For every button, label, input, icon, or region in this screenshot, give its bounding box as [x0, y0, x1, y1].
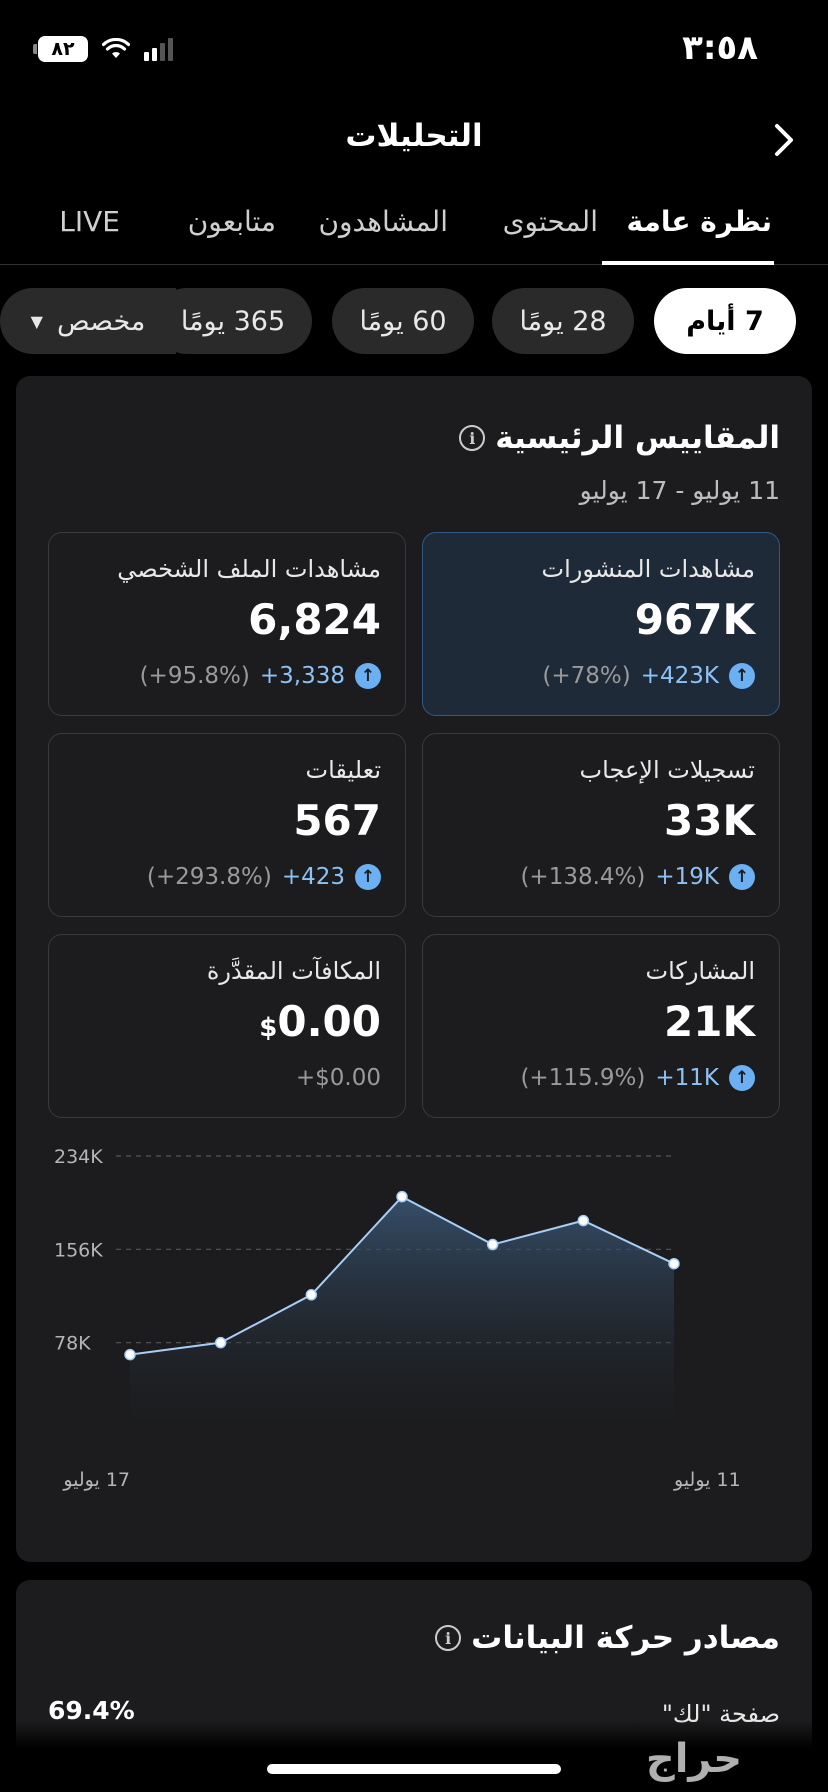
- change-percent: (+293.8%): [146, 864, 272, 890]
- x-tick-label: 17 يوليو: [62, 1469, 130, 1491]
- active-tab-indicator: [602, 261, 774, 265]
- metric-label: تسجيلات الإعجاب: [579, 756, 755, 784]
- data-point: [486, 1238, 499, 1251]
- tab-overview[interactable]: نظرة عامة: [626, 205, 772, 238]
- tab-bar: نظرة عامة المحتوى المشاهدون متابعون LIVE: [0, 185, 828, 265]
- y-tick-label: 156K: [54, 1239, 103, 1261]
- change-absolute: +423K: [640, 663, 719, 689]
- y-tick-label: 234K: [54, 1146, 103, 1168]
- metric-value: 967K: [634, 595, 755, 644]
- currency-symbol: $: [259, 1013, 278, 1043]
- traffic-sources-title-text: مصادر حركة البيانات: [471, 1620, 780, 1656]
- data-point: [577, 1214, 590, 1227]
- y-tick-label: 78K: [54, 1333, 91, 1355]
- chip-label: 28 يومًا: [519, 305, 607, 337]
- home-indicator: [267, 1764, 561, 1774]
- metric-shares[interactable]: المشاركات 21K ↑ +11K (+115.9%): [422, 934, 780, 1118]
- status-time: ٣:٥٨: [682, 28, 758, 68]
- chip-label: 7 أيام: [686, 305, 764, 337]
- metric-change: ↑ +19K (+138.4%): [520, 864, 755, 890]
- page-title: التحليلات: [345, 118, 483, 154]
- header: التحليلات: [0, 100, 828, 180]
- metric-change: ↑ +423K (+78%): [542, 663, 755, 689]
- status-bar: ٣:٥٨ ٨٢: [0, 0, 828, 100]
- metric-label: مشاهدات الملف الشخصي: [117, 555, 381, 583]
- info-icon[interactable]: i: [435, 1625, 462, 1651]
- data-point: [305, 1289, 318, 1301]
- change-percent: (+138.4%): [520, 864, 646, 890]
- metric-change: ↑ +11K (+115.9%): [520, 1065, 755, 1091]
- change-absolute: +3,338: [259, 663, 345, 689]
- metric-likes[interactable]: تسجيلات الإعجاب 33K ↑ +19K (+138.4%): [422, 733, 780, 917]
- arrow-up-icon: ↑: [355, 864, 381, 890]
- traffic-sources-title: مصادر حركة البيانات i: [435, 1620, 780, 1656]
- data-point: [124, 1348, 136, 1361]
- back-button[interactable]: [762, 118, 806, 162]
- key-metrics-card: المقاييس الرئيسية i 11 يوليو - 17 يوليو …: [16, 376, 812, 1562]
- chip-label: 365 يومًا: [180, 305, 286, 337]
- metric-value: 21K: [664, 997, 755, 1046]
- info-icon[interactable]: i: [459, 425, 486, 451]
- key-metrics-title-text: المقاييس الرئيسية: [495, 420, 780, 456]
- chip-60-days[interactable]: 60 يومًا: [332, 288, 474, 354]
- metric-comments[interactable]: تعليقات 567 ↑ +423 (+293.8%): [48, 733, 406, 917]
- metric-estimated-rewards[interactable]: المكافآت المقدَّرة $0.00 +$0.00: [48, 934, 406, 1118]
- x-tick-label: 11 يوليو: [673, 1469, 741, 1491]
- data-point: [214, 1336, 227, 1349]
- date-range: 11 يوليو - 17 يوليو: [579, 476, 780, 505]
- chip-label: مخصص: [56, 305, 146, 337]
- period-selector: 7 أيام 28 يومًا 60 يومًا 365 يومًا مخصص …: [0, 288, 828, 354]
- watermark-logo: حراج: [645, 1736, 743, 1782]
- tab-live[interactable]: LIVE: [59, 205, 120, 238]
- metric-label: مشاهدات المنشورات: [541, 555, 755, 583]
- metric-change: +$0.00: [296, 1065, 381, 1091]
- change-absolute: +19K: [655, 864, 719, 890]
- tab-followers[interactable]: متابعون: [187, 205, 276, 238]
- metric-label: تعليقات: [305, 756, 382, 784]
- data-point: [668, 1257, 680, 1270]
- change-percent: (+95.8%): [139, 663, 250, 689]
- metric-profile-views[interactable]: مشاهدات الملف الشخصي 6,824 ↑ +3,338 (+95…: [48, 532, 406, 716]
- post-views-chart: 234K 156K 78K 17 يوليو 11 يوليو: [54, 1146, 741, 1491]
- arrow-up-icon: ↑: [729, 1065, 755, 1091]
- series-area: [130, 1196, 674, 1436]
- metric-post-views[interactable]: مشاهدات المنشورات 967K ↑ +423K (+78%): [422, 532, 780, 716]
- chip-365-days[interactable]: 365 يومًا: [154, 288, 312, 354]
- status-icons: ٨٢: [33, 36, 173, 62]
- metric-value: 6,824: [248, 595, 381, 644]
- key-metrics-title: المقاييس الرئيسية i: [459, 420, 780, 456]
- chevron-right-icon: [775, 124, 793, 156]
- tab-content[interactable]: المحتوى: [502, 205, 598, 238]
- caret-down-icon: ▼: [30, 311, 43, 331]
- chip-label: 60 يومًا: [359, 305, 447, 337]
- metric-value: $0.00: [259, 997, 381, 1046]
- arrow-up-icon: ↑: [729, 663, 755, 689]
- chip-28-days[interactable]: 28 يومًا: [492, 288, 634, 354]
- metric-label: المكافآت المقدَّرة: [206, 957, 381, 985]
- change-percent: (+78%): [542, 663, 631, 689]
- arrow-up-icon: ↑: [355, 663, 381, 689]
- metric-value: 33K: [664, 796, 755, 845]
- change-percent: (+115.9%): [520, 1065, 646, 1091]
- bottom-fade: [0, 1720, 828, 1792]
- signal-icon: [144, 37, 173, 61]
- chip-7-days[interactable]: 7 أيام: [654, 288, 796, 354]
- metric-label: المشاركات: [645, 957, 756, 985]
- metric-change: ↑ +423 (+293.8%): [147, 864, 381, 890]
- metric-value-number: 0.00: [277, 997, 381, 1046]
- tab-viewers[interactable]: المشاهدون: [318, 205, 448, 238]
- metric-value: 567: [293, 796, 381, 845]
- wifi-icon: [102, 38, 130, 58]
- data-point: [396, 1190, 408, 1203]
- change-absolute: +$0.00: [295, 1065, 381, 1091]
- battery-icon: ٨٢: [33, 36, 88, 62]
- chip-custom[interactable]: مخصص ▼: [0, 288, 176, 354]
- change-absolute: +11K: [655, 1065, 719, 1091]
- metric-change: ↑ +3,338 (+95.8%): [140, 663, 381, 689]
- arrow-up-icon: ↑: [729, 864, 755, 890]
- change-absolute: +423: [281, 864, 345, 890]
